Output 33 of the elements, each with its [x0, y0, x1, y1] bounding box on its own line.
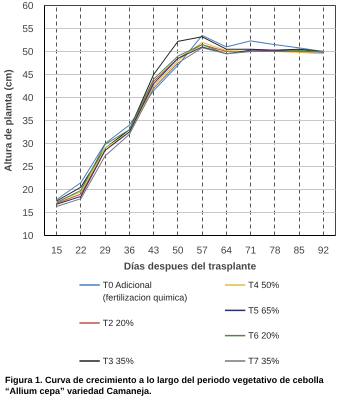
text: Figura 1. Curva de crecimiento a lo largo del periodo vegetativo de cebolla “Allium cepa” variedad Camaneja. — [5, 375, 324, 396]
x-tick-label: 57 — [196, 246, 208, 256]
legend-label: T6 20% — [248, 330, 280, 341]
y-tick-label: 40 — [22, 93, 34, 104]
y-tick-label: 10 — [22, 231, 34, 242]
x-tick-label: 64 — [220, 246, 232, 256]
y-tick-label: 35 — [22, 116, 34, 127]
y-tick-label: 25 — [22, 162, 34, 173]
x-tick-label: 78 — [269, 246, 281, 256]
x-axis-title: Días despues del trasplante — [124, 262, 257, 272]
legend-label: T7 35% — [248, 356, 280, 366]
x-tick-label: 50 — [172, 246, 184, 256]
legend-label: T3 35% — [102, 356, 134, 366]
legend-label: T5 65% — [248, 305, 280, 316]
y-tick-label: 45 — [22, 70, 34, 81]
y-tick-label: 20 — [22, 185, 34, 196]
legend-label: T0 Adicional (fertilizacion quimica) — [102, 280, 188, 302]
x-tick-label: 15 — [51, 246, 63, 256]
x-tick-label: 43 — [148, 246, 160, 256]
y-tick-label: 55 — [22, 24, 34, 35]
legend-label: T2 20% — [102, 318, 134, 328]
x-tick-label: 29 — [100, 246, 112, 256]
x-tick-label: 71 — [245, 246, 257, 256]
x-tick-label: 85 — [294, 246, 306, 256]
y-tick-label: 60 — [22, 1, 34, 12]
y-tick-label: 15 — [22, 208, 34, 219]
y-axis-title: Altura de plamta (cm) — [3, 69, 14, 172]
x-tick-label: 92 — [318, 246, 330, 256]
y-tick-label: 30 — [22, 139, 34, 150]
x-tick-label: 36 — [124, 246, 136, 256]
x-tick-label: 22 — [75, 246, 87, 256]
y-tick-label: 50 — [22, 47, 34, 58]
legend-label: T4 50% — [248, 280, 280, 290]
